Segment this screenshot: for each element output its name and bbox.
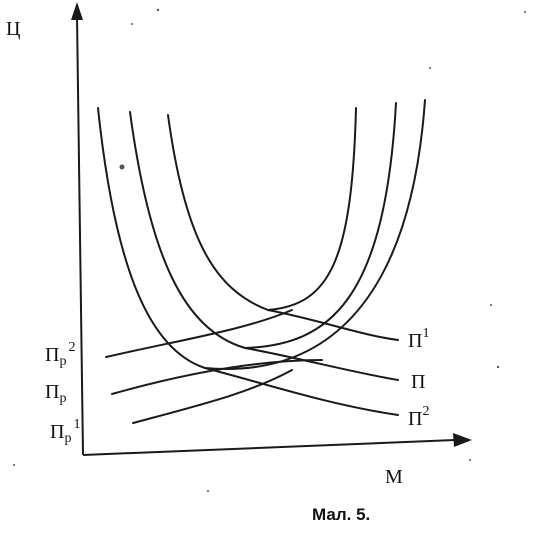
y-axis-label: Ц (6, 18, 20, 40)
u-curves (97, 99, 426, 370)
label-pr2: Пр2 (45, 340, 75, 369)
rising-line-pr2 (105, 309, 293, 358)
label-pr1: Пр1 (50, 417, 80, 446)
axes (71, 2, 472, 456)
falling-lines (204, 309, 399, 416)
scan-specks (13, 8, 526, 492)
u-curve-outer (97, 99, 426, 370)
label-p: П (411, 371, 425, 393)
y-axis-arrowhead (71, 2, 83, 20)
falling-line-p1 (267, 309, 399, 341)
x-axis-label: М (385, 466, 403, 488)
figure-caption: Мал. 5. (312, 505, 370, 524)
label-p2: П2 (408, 404, 429, 430)
rising-line-pr (111, 359, 323, 395)
y-axis (76, 15, 84, 456)
falling-line-p (244, 347, 399, 381)
label-pr: Пр (45, 381, 66, 406)
label-p1: П1 (408, 326, 429, 352)
rising-lines (105, 309, 323, 424)
x-axis (82, 439, 456, 456)
x-axis-arrowhead (453, 433, 472, 447)
rising-line-pr1 (132, 369, 293, 424)
u-curve-inner (167, 107, 357, 312)
falling-line-p2 (204, 367, 399, 416)
